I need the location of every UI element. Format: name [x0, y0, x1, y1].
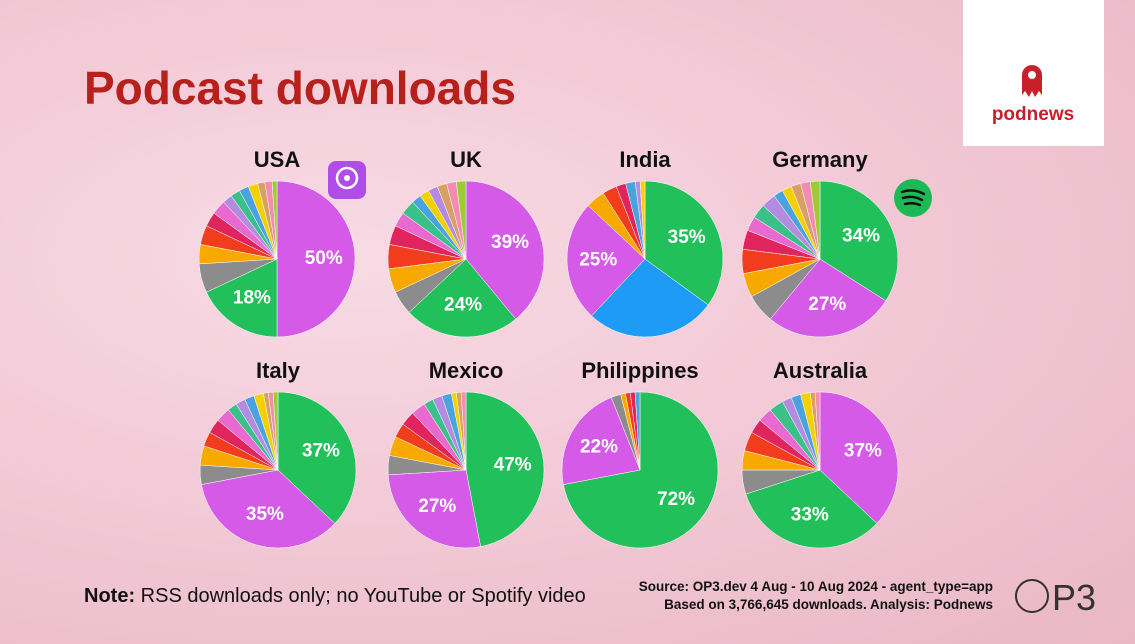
op3-logo-text: P3 [1052, 577, 1096, 618]
pie-slice [809, 180, 821, 260]
pie-slice [272, 391, 279, 471]
op3-icon [1015, 579, 1049, 613]
podnews-icon [1022, 65, 1042, 97]
pie-slice [819, 391, 899, 524]
note: Note: RSS downloads only; no YouTube or … [84, 585, 586, 607]
pie-slice [591, 258, 709, 338]
note-label: Note: [84, 585, 135, 607]
pie-title: Italy [256, 358, 301, 383]
pie-slice [206, 258, 278, 338]
pie-slice [455, 180, 467, 260]
pie-slice [745, 469, 878, 549]
pie-slice [408, 258, 517, 338]
pie-slice [639, 180, 646, 260]
pie-value-label: 18% [233, 288, 271, 309]
pie-value-label: 27% [808, 294, 846, 315]
pie-value-label: 47% [494, 455, 532, 476]
spotify-icon-waves [900, 189, 926, 207]
pie-value-label: 24% [444, 295, 482, 316]
pie-value-label: 37% [844, 440, 882, 461]
pie-slice [465, 391, 545, 547]
pie-value-label: 35% [246, 504, 284, 525]
pie-slice [201, 469, 336, 549]
pie-value-label: 27% [418, 496, 456, 517]
page-title: Podcast downloads [84, 62, 516, 114]
note-text: RSS downloads only; no YouTube or Spotif… [141, 585, 586, 607]
pie-slice [460, 391, 467, 471]
pie-value-label: 72% [657, 489, 695, 510]
podnews-icon-dot [1028, 71, 1036, 79]
pie-value-label: 35% [668, 227, 706, 248]
pie-value-label: 37% [302, 440, 340, 461]
pie-slice [563, 391, 719, 549]
pie-slice [277, 391, 357, 524]
podnews-logo-text: podnews [992, 104, 1074, 125]
apple-podcasts-icon-ring [335, 166, 359, 190]
pie-value-label: 39% [491, 232, 529, 253]
source-line: Source: OP3.dev 4 Aug - 10 Aug 2024 - ag… [639, 579, 993, 594]
pie-value-label: 34% [842, 225, 880, 246]
source-line: Based on 3,766,645 downloads. Analysis: … [664, 597, 993, 612]
pie-slice [634, 391, 641, 471]
pie-slice [566, 205, 646, 317]
pie-title: USA [254, 147, 301, 172]
pie-value-label: 50% [305, 248, 343, 269]
pie-value-label: 22% [580, 436, 618, 457]
pie-value-label: 33% [791, 505, 829, 526]
pie-slice [387, 469, 481, 549]
pie-title: UK [450, 147, 482, 172]
pie-title: Germany [772, 147, 868, 172]
pie-title: Mexico [429, 358, 504, 383]
pie-slice [769, 258, 887, 338]
pie-slice [814, 391, 821, 471]
pie-slice [819, 180, 899, 302]
pie-slice [561, 397, 641, 485]
pie-slice [644, 180, 724, 306]
pie-slice [276, 180, 356, 338]
pie-title: Philippines [581, 358, 698, 383]
apple-podcasts-icon-dot [344, 175, 350, 181]
pie-title: Australia [773, 358, 868, 383]
pie-slice [465, 180, 545, 320]
pie-slice [271, 180, 278, 260]
pie-value-label: 25% [579, 249, 617, 270]
pie-title: India [619, 147, 671, 172]
